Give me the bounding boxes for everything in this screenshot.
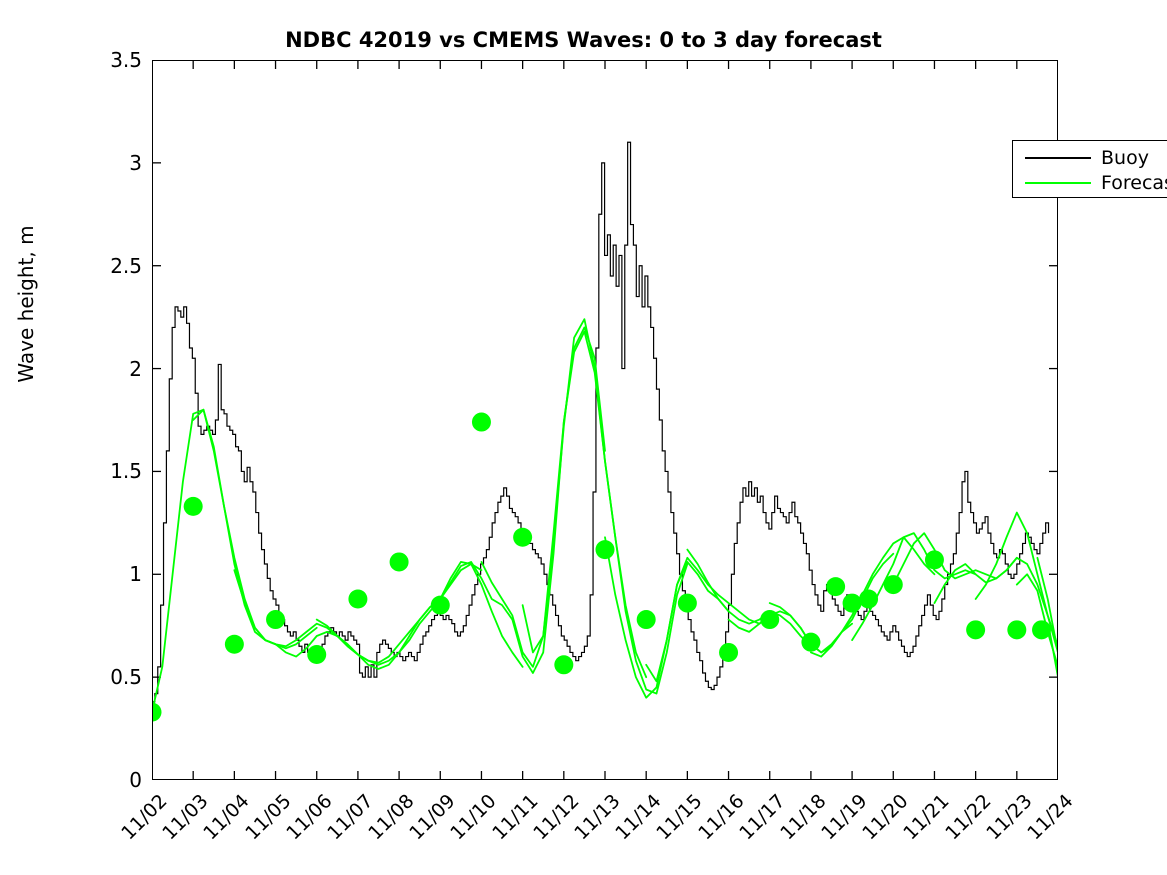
y-tick-label: 1.5 bbox=[110, 459, 142, 484]
legend-entry: Buoy bbox=[1013, 145, 1167, 171]
forecast-launch-marker bbox=[801, 632, 821, 652]
forecast-series-line bbox=[645, 556, 771, 683]
forecast-launch-marker bbox=[1032, 620, 1052, 640]
forecast-launch-marker bbox=[152, 702, 162, 722]
plot-canvas bbox=[152, 60, 1058, 780]
forecast-series-line bbox=[810, 536, 936, 658]
forecast-launch-marker bbox=[859, 589, 879, 609]
y-tick-label: 2.5 bbox=[110, 253, 142, 278]
forecast-launch-marker bbox=[966, 620, 986, 640]
forecast-launch-marker bbox=[224, 634, 244, 654]
forecast-launch-marker bbox=[389, 552, 409, 572]
buoy-series-line bbox=[152, 141, 1050, 703]
forecast-launch-marker bbox=[266, 610, 286, 630]
forecast-launch-marker bbox=[1007, 620, 1027, 640]
forecast-launch-marker bbox=[826, 577, 846, 597]
forecast-launch-marker bbox=[430, 595, 450, 615]
y-tick-label: 3 bbox=[129, 150, 142, 175]
y-axis-tick-labels: 0 0.5 1 1.5 2 2.5 3 3.5 bbox=[84, 48, 142, 792]
y-tick-label: 0.5 bbox=[110, 665, 142, 690]
forecast-series-line bbox=[974, 511, 1058, 654]
forecast-series-line bbox=[1048, 630, 1058, 679]
forecast-series-line bbox=[398, 561, 524, 668]
forecast-launch-marker bbox=[760, 610, 780, 630]
forecast-launch-marker bbox=[348, 589, 368, 609]
chart-title: NDBC 42019 vs CMEMS Waves: 0 to 3 day fo… bbox=[285, 28, 882, 52]
forecast-launch-marker bbox=[595, 540, 615, 560]
forecast-launch-marker bbox=[636, 610, 656, 630]
forecast-launch-marker bbox=[554, 655, 574, 675]
forecast-launch-marker bbox=[842, 593, 862, 613]
legend-entry: Forecast bbox=[1013, 170, 1167, 196]
chart-legend: Buoy Forecast bbox=[1012, 140, 1167, 198]
y-tick-label: 2 bbox=[129, 356, 142, 381]
forecast-series-line bbox=[686, 548, 812, 648]
y-tick-label: 3.5 bbox=[110, 48, 142, 72]
x-axis-tick-labels: 11/02 11/03 11/04 11/05 11/06 11/07 11/08 11/09… bbox=[117, 784, 1102, 874]
forecast-series-line bbox=[1036, 556, 1058, 654]
legend-swatch-line bbox=[1025, 182, 1091, 184]
legend-swatch-line bbox=[1025, 157, 1091, 159]
y-tick-label: 0 bbox=[129, 768, 142, 792]
forecast-launch-marker bbox=[183, 496, 203, 516]
forecast-series-line bbox=[562, 330, 689, 695]
plot-frame bbox=[152, 60, 1058, 780]
forecast-series-line bbox=[439, 421, 565, 674]
y-tick-label: 1 bbox=[129, 562, 142, 587]
forecast-launch-marker bbox=[924, 550, 944, 570]
plot-area: Buoy Forecast bbox=[152, 60, 1167, 780]
y-axis-label: Wave height, m bbox=[14, 225, 38, 383]
forecast-launch-marker bbox=[883, 575, 903, 595]
forecast-series-line bbox=[357, 563, 483, 670]
forecast-launch-marker bbox=[513, 527, 533, 547]
legend-label: Buoy bbox=[1101, 147, 1149, 169]
forecast-launch-marker bbox=[719, 642, 739, 662]
forecast-launch-marker bbox=[307, 645, 327, 665]
forecast-series-line bbox=[933, 556, 1058, 648]
forecast-launch-marker bbox=[677, 593, 697, 613]
forecast-launch-marker bbox=[471, 412, 491, 432]
legend-label: Forecast bbox=[1101, 172, 1167, 194]
